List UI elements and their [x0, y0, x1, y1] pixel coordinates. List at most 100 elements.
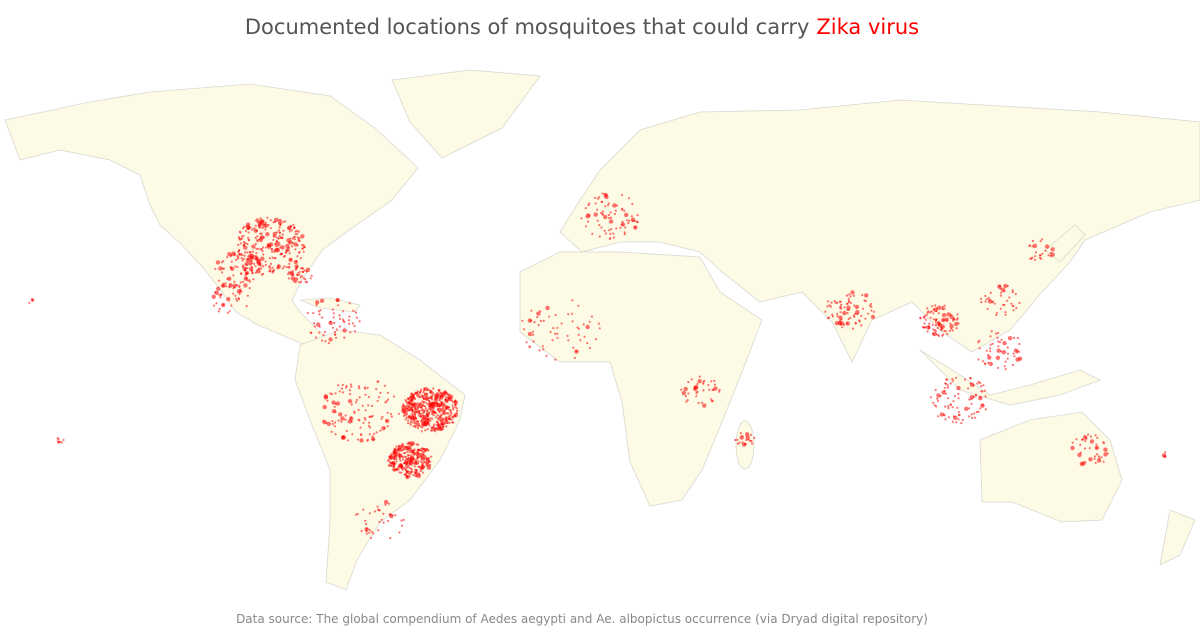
occurrence-dot [426, 428, 429, 431]
occurrence-dot [401, 524, 404, 527]
eurasia [559, 99, 1200, 363]
occurrence-dot [593, 196, 597, 199]
occurrence-dot [418, 396, 421, 399]
occurrence-dot [941, 312, 947, 318]
occurrence-dot [305, 270, 308, 273]
occurrence-dot [598, 327, 601, 330]
occurrence-dot [442, 418, 445, 421]
occurrence-dot [251, 256, 254, 259]
occurrence-dot [624, 226, 627, 229]
occurrence-dot [371, 414, 374, 417]
occurrence-dot [364, 393, 367, 396]
occurrence-dot [631, 219, 634, 222]
occurrence-dot [324, 340, 327, 343]
occurrence-dot [587, 204, 590, 207]
occurrence-dot [412, 462, 415, 465]
occurrence-dot [978, 396, 983, 401]
occurrence-dot [1006, 352, 1010, 355]
occurrence-dot [335, 297, 340, 303]
occurrence-dot [985, 298, 988, 301]
landmasses [4, 69, 1200, 591]
occurrence-dot [984, 294, 987, 298]
occurrence-dot [1029, 257, 1032, 260]
occurrence-dot [274, 242, 279, 247]
occurrence-dot [828, 316, 831, 319]
occurrence-dot [590, 315, 594, 318]
occurrence-dot [734, 438, 737, 442]
occurrence-dot [849, 301, 853, 304]
occurrence-dot [860, 314, 863, 318]
occurrence-dot [1033, 258, 1037, 261]
occurrence-dot [846, 305, 851, 310]
occurrence-dot [440, 391, 443, 394]
occurrence-dot [242, 234, 245, 237]
occurrence-dot [1012, 352, 1015, 355]
occurrence-dot [867, 312, 870, 315]
occurrence-dot [990, 330, 993, 333]
occurrence-dot [1075, 438, 1078, 441]
occurrence-dot [269, 267, 272, 270]
occurrence-dot [968, 398, 971, 401]
occurrence-dot [408, 475, 411, 478]
occurrence-dot [826, 305, 829, 308]
occurrence-dot [1079, 451, 1082, 454]
occurrence-dot [335, 328, 338, 331]
occurrence-dot [582, 323, 585, 326]
occurrence-dot [1096, 458, 1102, 463]
occurrence-dot [429, 464, 432, 467]
occurrence-dot [600, 226, 603, 229]
occurrence-dot [368, 426, 372, 429]
occurrence-dot [995, 332, 998, 335]
occurrence-dot [342, 328, 347, 333]
occurrence-dot [271, 256, 274, 259]
occurrence-dot [610, 228, 613, 231]
occurrence-dot [848, 293, 851, 296]
occurrence-dot [1006, 284, 1009, 287]
occurrence-dot [348, 315, 351, 318]
occurrence-dot [399, 447, 402, 450]
occurrence-dot [422, 450, 425, 454]
occurrence-dot [621, 220, 624, 223]
occurrence-dot [405, 469, 408, 473]
map-title: Documented locations of mosquitoes that … [245, 15, 919, 39]
occurrence-dot [1003, 365, 1006, 368]
occurrence-dot [236, 284, 239, 287]
occurrence-dot [873, 310, 876, 313]
occurrence-dot [254, 257, 257, 260]
occurrence-dot [1088, 457, 1093, 462]
occurrence-dot [391, 514, 394, 517]
occurrence-dot [1100, 456, 1103, 459]
occurrence-dot [211, 294, 216, 299]
occurrence-dot [387, 502, 391, 505]
occurrence-dot [296, 273, 299, 277]
occurrence-dot [421, 462, 424, 465]
occurrence-dot [288, 262, 291, 265]
occurrence-dot [413, 465, 416, 468]
occurrence-dot [268, 265, 271, 268]
occurrence-dot [435, 424, 438, 427]
occurrence-dot [417, 443, 420, 446]
occurrence-dot [926, 330, 929, 333]
occurrence-dot [420, 420, 423, 423]
occurrence-dot [334, 433, 337, 436]
occurrence-dot [257, 247, 260, 251]
occurrence-dot [277, 241, 281, 244]
occurrence-dot [422, 452, 425, 455]
occurrence-dot [425, 402, 428, 405]
occurrence-dot [345, 386, 348, 389]
occurrence-dot [264, 246, 267, 249]
occurrence-dot [272, 238, 275, 241]
occurrence-dot [421, 421, 426, 426]
occurrence-dot [420, 455, 423, 458]
occurrence-dot [993, 302, 996, 305]
occurrence-dot [624, 212, 629, 218]
occurrence-dot [392, 467, 395, 470]
occurrence-dot [444, 419, 449, 424]
occurrence-dot [1096, 436, 1099, 439]
occurrence-dot [277, 264, 280, 267]
occurrence-dot [254, 236, 257, 239]
occurrence-dot [429, 417, 432, 420]
occurrence-dot [347, 399, 353, 404]
occurrence-dot [338, 314, 341, 317]
occurrence-dot [1103, 447, 1108, 452]
